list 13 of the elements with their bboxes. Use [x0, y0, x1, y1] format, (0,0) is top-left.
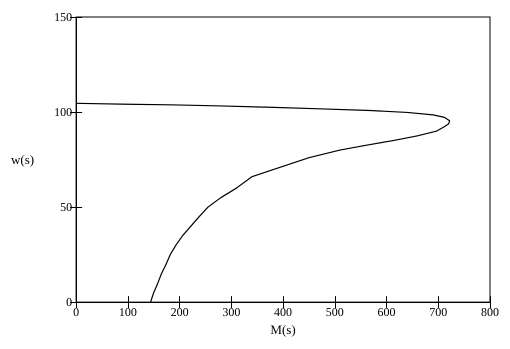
- x-tick-label: 700: [429, 305, 448, 320]
- x-tick-label: 100: [118, 305, 137, 320]
- y-tick-label: 50: [60, 200, 72, 214]
- x-tick-label: 500: [326, 305, 344, 320]
- x-tick-label: 600: [378, 305, 396, 320]
- x-tick-label: 200: [170, 305, 189, 320]
- x-tick-label: 300: [222, 305, 240, 320]
- y-tick-label: 100: [54, 105, 72, 120]
- x-tick-label: 800: [481, 305, 499, 320]
- y-tick-label: 150: [54, 10, 72, 24]
- x-tick-label: 400: [274, 305, 292, 320]
- y-axis-title: w(s): [10, 152, 34, 168]
- x-axis-title: M(s): [270, 322, 296, 337]
